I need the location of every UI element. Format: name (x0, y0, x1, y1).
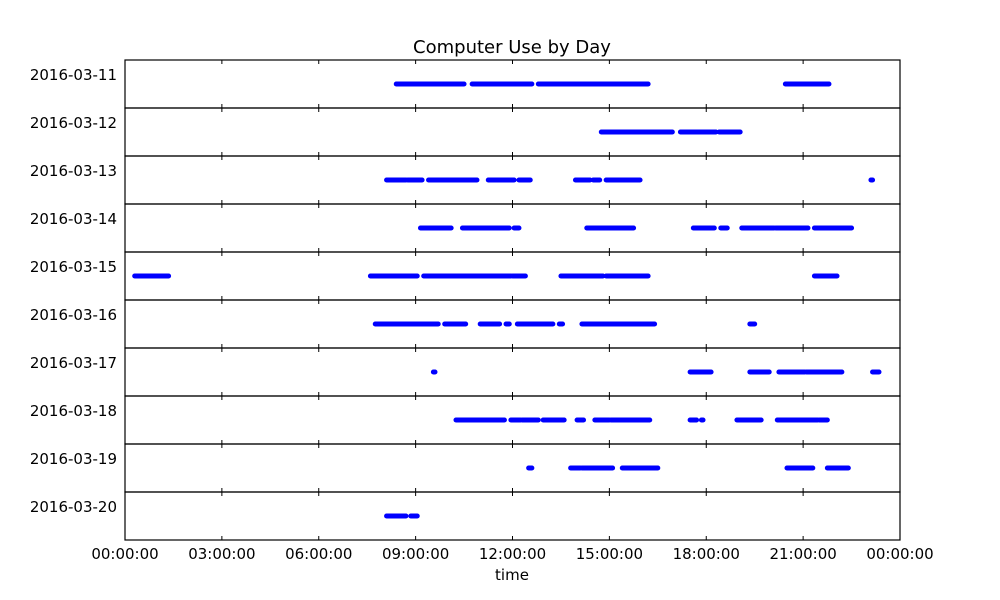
day-panel-2016-03-20: 2016-03-20 (30, 491, 901, 541)
day-label: 2016-03-13 (30, 162, 117, 180)
x-axis-ticks: 00:00:00 03:00:00 06:00:00 09:00:00 12:00:00… (91, 545, 933, 563)
day-label: 2016-03-11 (30, 66, 117, 84)
day-panel-2016-03-17: 2016-03-17 (30, 347, 901, 397)
day-panel-2016-03-13: 2016-03-13 (30, 155, 901, 205)
x-tick-label: 09:00:00 (382, 545, 449, 563)
day-label: 2016-03-20 (30, 498, 117, 516)
x-tick-label: 03:00:00 (188, 545, 255, 563)
x-axis-label: time (495, 566, 529, 584)
day-panel-2016-03-18: 2016-03-18 (30, 395, 901, 445)
day-panels: 2016-03-11 2016-03-12 2016-03-13 2016-03-14… (30, 59, 901, 541)
x-tick-label: 12:00:00 (479, 545, 546, 563)
day-panel-2016-03-12: 2016-03-12 (30, 107, 901, 157)
x-tick-label: 00:00:00 (91, 545, 158, 563)
day-panel-2016-03-16: 2016-03-16 (30, 299, 901, 349)
day-label: 2016-03-14 (30, 210, 117, 228)
day-panel-2016-03-11: 2016-03-11 (30, 59, 901, 109)
day-label: 2016-03-12 (30, 114, 117, 132)
panel-frame (124, 491, 901, 541)
x-tick-label: 00:00:00 (866, 545, 933, 563)
x-tick-label: 06:00:00 (285, 545, 352, 563)
day-label: 2016-03-17 (30, 354, 117, 372)
panel-frame (124, 443, 901, 493)
day-panel-2016-03-19: 2016-03-19 (30, 443, 901, 493)
day-label: 2016-03-19 (30, 450, 117, 468)
day-label: 2016-03-18 (30, 402, 117, 420)
panel-frame (124, 107, 901, 157)
panel-frame (124, 299, 901, 349)
day-panel-2016-03-14: 2016-03-14 (30, 203, 901, 253)
x-tick-label: 15:00:00 (576, 545, 643, 563)
day-label: 2016-03-16 (30, 306, 117, 324)
day-label: 2016-03-15 (30, 258, 117, 276)
x-tick-label: 18:00:00 (673, 545, 740, 563)
chart-title: Computer Use by Day (413, 37, 611, 58)
day-panel-2016-03-15: 2016-03-15 (30, 251, 901, 301)
x-tick-label: 21:00:00 (769, 545, 836, 563)
